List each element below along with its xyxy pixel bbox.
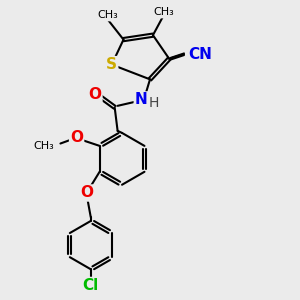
Text: CN: CN	[188, 47, 212, 62]
Text: S: S	[106, 57, 117, 72]
Text: Cl: Cl	[82, 278, 99, 293]
Text: O: O	[70, 130, 83, 145]
Text: O: O	[88, 87, 101, 102]
Text: CH₃: CH₃	[34, 142, 55, 152]
Text: O: O	[80, 185, 93, 200]
Text: H: H	[148, 96, 159, 110]
Text: CH₃: CH₃	[97, 11, 118, 20]
Text: N: N	[135, 92, 148, 107]
Text: CH₃: CH₃	[153, 8, 174, 17]
